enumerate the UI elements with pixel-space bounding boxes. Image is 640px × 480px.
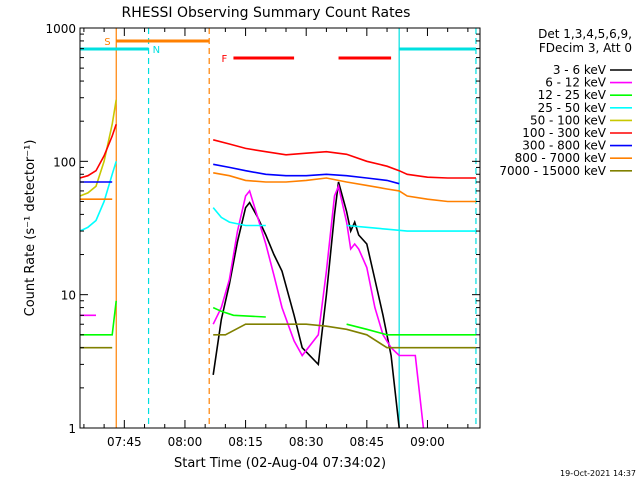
plot-frame (79, 27, 481, 429)
x-tick-label: 08:00 (168, 435, 203, 449)
legend-label: 100 - 300 keV (522, 126, 606, 140)
flag-label: N (153, 45, 160, 56)
y-tick-label: 1 (68, 422, 76, 436)
legend-label: 25 - 50 keV (538, 101, 607, 115)
x-tick-label: 09:00 (410, 435, 445, 449)
y-tick-label: 1000 (45, 22, 76, 36)
y-axis-label: Count Rate (s⁻¹ detector⁻¹) (23, 140, 38, 317)
flag-bars: S N F (79, 37, 476, 65)
series-line (213, 172, 476, 203)
series-line (212, 306, 266, 318)
x-tick-label: 08:30 (289, 435, 324, 449)
x-tick-label: 08:45 (350, 435, 385, 449)
y-tick-label: 100 (53, 155, 76, 169)
series-line (80, 161, 117, 232)
flag-label: S (104, 37, 110, 48)
legend-label: 12 - 25 keV (538, 88, 607, 102)
legend-header: Det 1,3,4,5,6,9, (538, 27, 632, 41)
legend-label: 800 - 7000 keV (515, 151, 607, 165)
x-axis-label: Start Time (02-Aug-04 07:34:02) (174, 456, 386, 471)
legend-label: 3 - 6 keV (553, 63, 607, 77)
flag-label: F (221, 54, 227, 65)
series-line (346, 224, 476, 232)
series-line (212, 181, 400, 428)
series-line (213, 323, 476, 349)
series-line (212, 183, 425, 428)
legend-label: 50 - 100 keV (530, 113, 607, 127)
series-line (212, 139, 476, 179)
series-line (213, 163, 400, 185)
y-tick-label: 10 (61, 289, 76, 303)
series-line (346, 323, 476, 336)
x-tick-label: 07:45 (107, 435, 142, 449)
axes: 07:45 08:00 08:15 08:30 08:45 09:00 1 10 100 1000 (45, 22, 480, 449)
event-markers (115, 28, 477, 428)
series-line (212, 207, 266, 227)
legend: Det 1,3,4,5,6,9,FDecim 3, Att 0 3 - 6 keV… (499, 27, 632, 178)
series-lines (80, 99, 476, 428)
series-line (80, 99, 117, 197)
footer-timestamp: 19-Oct-2021 14:37 (560, 469, 636, 478)
legend-header: FDecim 3, Att 0 (539, 41, 632, 55)
legend-label: 6 - 12 keV (545, 76, 607, 90)
x-tick-label: 08:15 (228, 435, 263, 449)
chart-title: RHESSI Observing Summary Count Rates (122, 5, 411, 21)
series-line (80, 300, 117, 336)
series-line (80, 123, 117, 179)
legend-label: 300 - 800 keV (522, 139, 606, 153)
legend-label: 7000 - 15000 keV (499, 164, 606, 178)
